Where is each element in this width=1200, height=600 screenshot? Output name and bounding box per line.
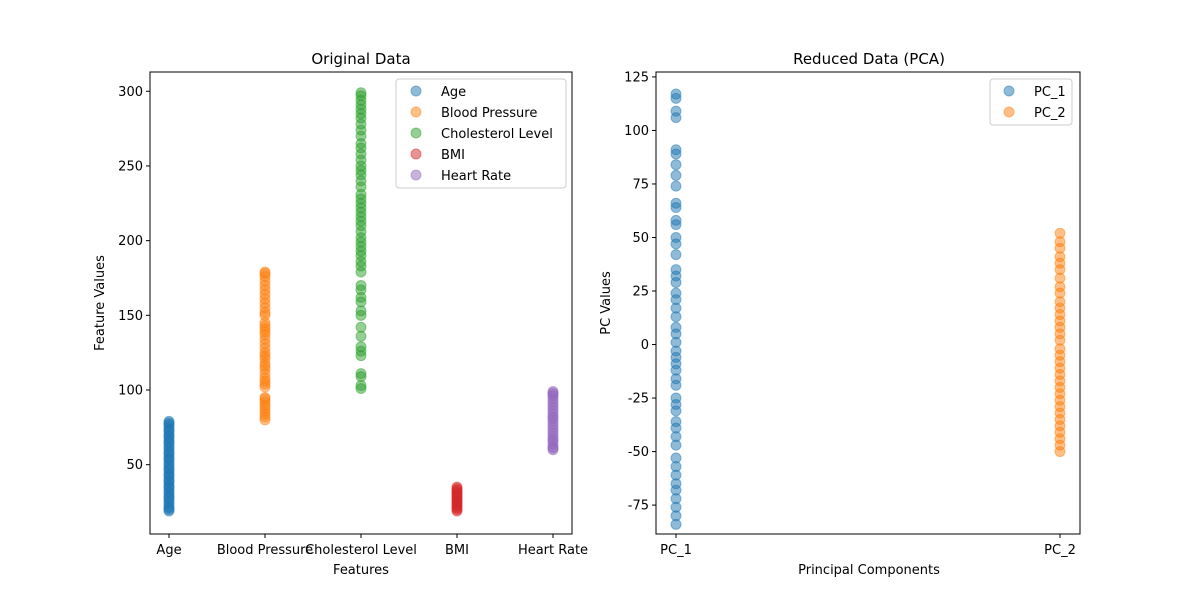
data-points	[670, 88, 1066, 530]
y-tick-label: 100	[118, 384, 143, 399]
legend-box	[395, 78, 567, 189]
y-tick-label: 75	[632, 177, 649, 192]
point-pc-1	[670, 169, 682, 181]
axes: -75 -50 -25 0 25 50 75 100 125 PC_1 PC_2	[624, 70, 1081, 558]
y-tick-label: 50	[126, 458, 143, 473]
legend-label: Heart Rate	[441, 169, 511, 184]
y-axis-label: Feature Values	[93, 255, 108, 351]
y-tick-label: 0	[641, 338, 649, 353]
point-cholesterol-level	[355, 368, 367, 380]
legend-marker	[410, 85, 422, 97]
point-bmi	[451, 481, 463, 493]
y-tick-label: 150	[118, 309, 143, 324]
point-blood-pressure	[259, 391, 271, 403]
legend-entry-age: Age	[410, 85, 466, 100]
x-tick-label: Heart Rate	[518, 543, 588, 558]
point-pc-1	[670, 379, 682, 391]
legend-marker	[410, 127, 422, 139]
chart-reduced-data-pca: Reduced Data (PCA) Principal Components …	[599, 50, 1081, 578]
legend-entry-blood-pressure: Blood Pressure	[410, 106, 537, 121]
point-age	[163, 415, 175, 427]
legend: Age Blood Pressure Cholesterol Level BMI…	[395, 78, 567, 189]
point-cholesterol-level	[355, 87, 367, 99]
y-tick-label: 300	[118, 85, 143, 100]
legend-label: PC_1	[1034, 85, 1066, 100]
chart-title: Original Data	[311, 50, 410, 68]
legend-label: Blood Pressure	[441, 106, 537, 121]
legend-label: Cholesterol Level	[441, 127, 553, 142]
axes-frame	[655, 71, 1081, 535]
point-cholesterol-level	[355, 321, 367, 333]
x-tick-label: Blood Pressure	[217, 543, 313, 558]
point-pc-1	[670, 219, 682, 231]
point-cholesterol-level	[355, 279, 367, 291]
y-tick-label: -25	[628, 392, 649, 407]
legend-label: BMI	[441, 148, 465, 163]
point-pc-1	[670, 518, 682, 530]
y-tick-label: -50	[628, 445, 649, 460]
point-pc-1	[670, 159, 682, 171]
legend-marker	[1003, 106, 1015, 118]
point-pc-1	[670, 148, 682, 160]
point-pc-1	[670, 180, 682, 192]
y-tick-label: -75	[628, 499, 649, 514]
y-tick-label: 25	[632, 285, 649, 300]
x-tick-label: PC_1	[660, 543, 692, 558]
y-tick-label: 250	[118, 159, 143, 174]
point-pc-1	[670, 238, 682, 250]
legend-entry-pc-2: PC_2	[1003, 106, 1066, 121]
x-axis-label: Principal Components	[798, 563, 940, 578]
point-pc-1	[670, 112, 682, 124]
point-heart-rate	[547, 386, 559, 398]
y-tick-label: 50	[632, 231, 649, 246]
legend-entry-cholesterol-level: Cholesterol Level	[410, 127, 553, 142]
x-tick-label: Age	[156, 543, 181, 558]
point-pc-1	[670, 92, 682, 104]
legend-entry-bmi: BMI	[410, 148, 465, 163]
chart-original-data: Original Data Features Feature Values 50…	[93, 50, 588, 578]
data-points	[163, 87, 559, 517]
point-pc-1	[670, 311, 682, 323]
legend-entry-pc-1: PC_1	[1003, 85, 1066, 100]
x-axis-label: Features	[333, 563, 389, 578]
legend-label: PC_2	[1034, 106, 1066, 121]
point-cholesterol-level	[355, 341, 367, 353]
point-pc-2	[1054, 446, 1066, 458]
point-pc-1	[670, 202, 682, 214]
x-tick-label: BMI	[445, 543, 469, 558]
y-axis-label: PC Values	[599, 271, 614, 335]
legend: PC_1 PC_2	[989, 78, 1073, 126]
point-blood-pressure	[259, 266, 271, 278]
chart-title: Reduced Data (PCA)	[793, 50, 945, 68]
y-tick-label: 100	[624, 124, 649, 139]
point-pc-1	[670, 249, 682, 261]
legend-entry-heart-rate: Heart Rate	[410, 169, 511, 184]
x-tick-label: PC_2	[1044, 543, 1076, 558]
legend-marker	[410, 169, 422, 181]
x-tick-label: Cholesterol Level	[305, 543, 417, 558]
legend-marker	[410, 148, 422, 160]
legend-label: Age	[441, 85, 466, 100]
legend-marker	[1003, 85, 1015, 97]
y-tick-label: 125	[624, 70, 649, 85]
point-pc-1	[670, 276, 682, 288]
point-pc-1	[670, 439, 682, 451]
point-pc-1	[670, 405, 682, 417]
y-tick-label: 200	[118, 234, 143, 249]
legend-marker	[410, 106, 422, 118]
